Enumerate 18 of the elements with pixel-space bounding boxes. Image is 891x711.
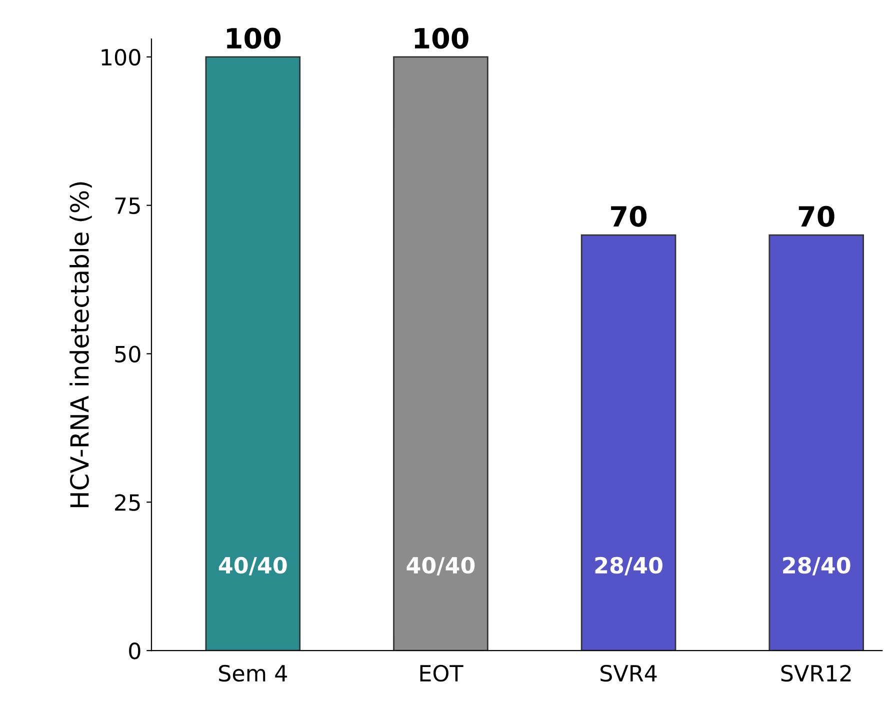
x-tick-label: SVR4 <box>600 664 657 682</box>
y-tick-label: 50 <box>115 346 140 362</box>
y-axis-title: HCV-RNA indetectable (%) <box>70 182 92 508</box>
data-label: 70 <box>611 206 647 227</box>
annotation: 40/40 <box>218 556 287 576</box>
data-label: 100 <box>227 28 281 49</box>
y-tick-label: 75 <box>115 198 140 214</box>
annotation: 28/40 <box>783 556 850 576</box>
y-tick-label: 25 <box>115 494 140 511</box>
annotation: 40/40 <box>406 556 475 576</box>
x-tick-label: EOT <box>420 664 464 682</box>
y-tick-label: 0 <box>129 642 140 660</box>
y-tick-label: 100 <box>102 48 140 66</box>
x-tick-label: SVR12 <box>781 664 851 682</box>
data-label: 70 <box>798 206 834 227</box>
annotation: 28/40 <box>595 556 662 576</box>
x-tick-label: Sem 4 <box>219 664 287 682</box>
data-label: 100 <box>414 28 468 49</box>
